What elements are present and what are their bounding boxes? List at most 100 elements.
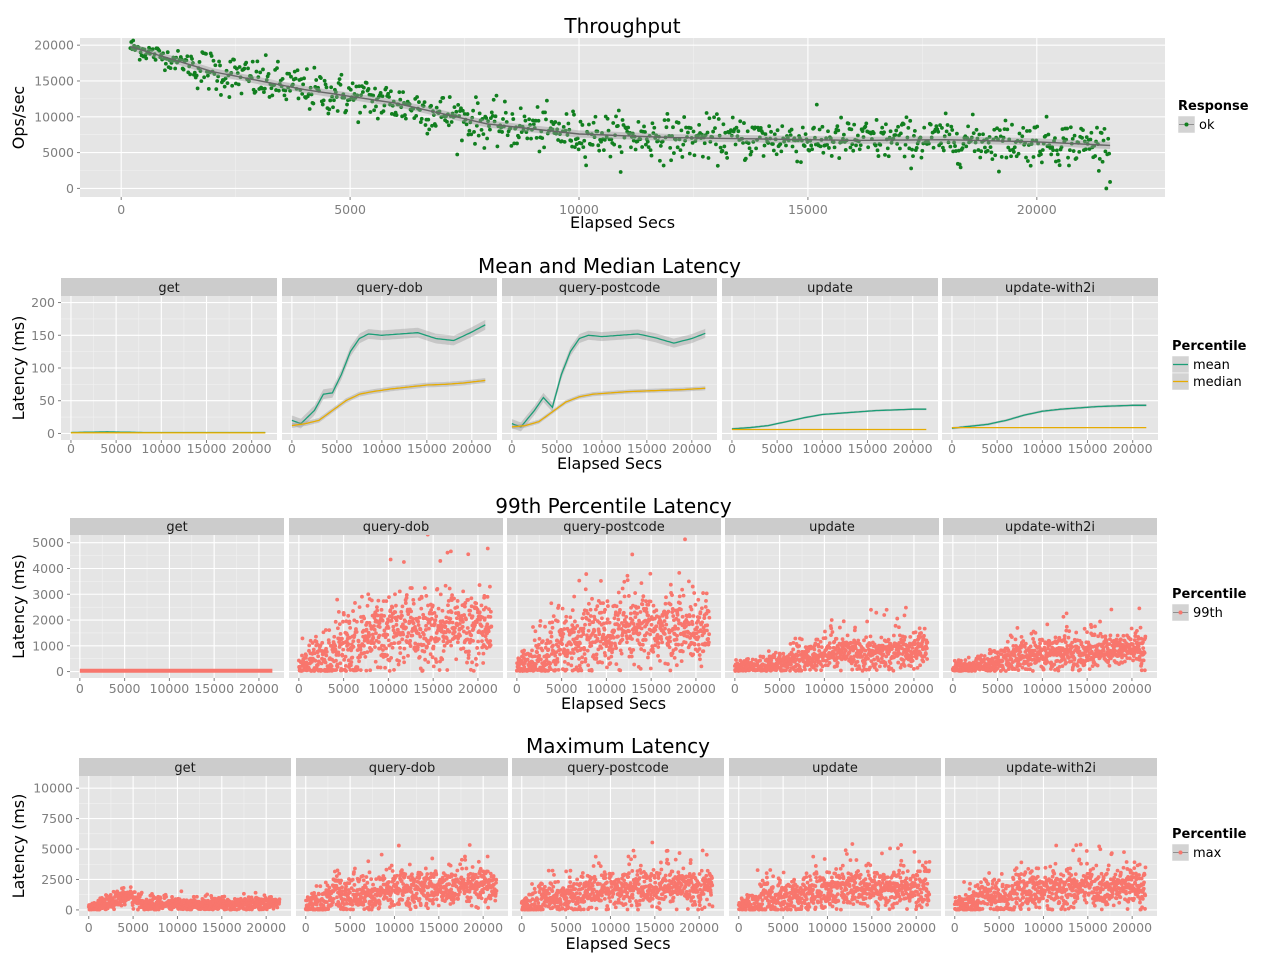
data-point <box>997 169 1001 174</box>
data-point <box>553 653 558 658</box>
data-point <box>1085 630 1089 635</box>
data-point <box>1106 658 1111 663</box>
data-point <box>329 664 334 668</box>
data-point <box>1067 629 1072 634</box>
data-point <box>479 128 484 132</box>
data-point <box>908 118 913 123</box>
data-point <box>137 57 142 62</box>
data-point <box>611 635 616 640</box>
data-point <box>198 69 203 73</box>
data-point <box>641 594 646 599</box>
data-point <box>1024 155 1028 160</box>
data-point <box>430 123 434 128</box>
data-point <box>635 638 640 643</box>
data-point <box>472 130 476 134</box>
y-tick-label: 20000 <box>34 38 74 53</box>
data-point <box>391 624 396 629</box>
data-point <box>341 647 346 652</box>
data-point <box>1028 644 1033 649</box>
data-point <box>1001 666 1006 671</box>
data-point <box>668 145 673 150</box>
data-point <box>829 154 834 158</box>
data-point <box>866 145 871 150</box>
data-point <box>1035 124 1040 129</box>
data-point <box>643 638 648 642</box>
data-point <box>331 105 335 110</box>
data-point <box>477 610 482 615</box>
data-point <box>425 535 430 537</box>
data-point <box>365 603 370 608</box>
data-point <box>1077 150 1082 154</box>
data-point <box>778 142 783 146</box>
data-point <box>312 65 317 70</box>
data-point <box>557 121 561 126</box>
data-point <box>874 668 879 672</box>
data-point <box>1133 634 1138 639</box>
y-tick-label: 2500 <box>41 872 73 887</box>
data-layer <box>128 38 1112 191</box>
x-tick-label: 5000 <box>117 920 149 935</box>
data-point <box>554 650 559 655</box>
data-point <box>581 626 586 631</box>
data-point <box>486 119 490 124</box>
data-point <box>400 637 405 642</box>
data-point <box>428 652 433 657</box>
data-point <box>713 126 717 131</box>
data-point <box>1064 137 1069 142</box>
data-point <box>979 653 984 658</box>
data-point <box>1002 649 1007 654</box>
data-point <box>597 148 602 153</box>
data-point <box>488 609 493 614</box>
data-point <box>650 646 655 651</box>
data-point <box>995 126 999 131</box>
data-point <box>163 61 168 66</box>
data-point <box>562 139 567 144</box>
data-point <box>415 95 419 99</box>
data-point <box>946 140 951 145</box>
y-tick-label: 0 <box>47 426 55 441</box>
data-point <box>246 66 250 71</box>
data-point <box>381 599 386 604</box>
data-point <box>699 606 704 611</box>
data-point <box>223 76 228 81</box>
data-point <box>625 573 630 578</box>
data-point <box>751 139 756 144</box>
data-point <box>377 625 382 629</box>
data-point <box>343 654 348 659</box>
data-point <box>829 626 834 631</box>
data-point <box>104 893 109 898</box>
data-point <box>658 144 663 148</box>
data-point <box>940 145 945 150</box>
data-point <box>386 91 391 96</box>
data-point <box>964 144 969 149</box>
data-point <box>997 128 1002 133</box>
data-point <box>1130 642 1135 647</box>
data-point <box>742 121 746 125</box>
data-point <box>585 648 590 653</box>
data-point <box>1129 626 1134 631</box>
data-point <box>1041 667 1046 672</box>
x-tick-label: 10000 <box>362 441 402 456</box>
data-point <box>1006 649 1011 654</box>
data-point <box>572 667 577 672</box>
data-point <box>385 632 390 637</box>
data-point <box>372 627 377 632</box>
data-point <box>922 633 926 638</box>
data-point <box>421 612 426 617</box>
data-point <box>367 632 372 637</box>
data-point <box>260 86 264 91</box>
data-point <box>406 631 411 635</box>
data-point <box>1023 641 1028 646</box>
data-point <box>482 616 487 621</box>
data-point <box>416 619 421 624</box>
x-tick-label: 5000 <box>761 441 793 456</box>
data-point <box>684 624 688 629</box>
data-point <box>495 144 500 149</box>
data-point <box>873 143 878 148</box>
data-point <box>924 646 929 651</box>
data-point <box>465 637 470 642</box>
data-point <box>594 652 599 657</box>
